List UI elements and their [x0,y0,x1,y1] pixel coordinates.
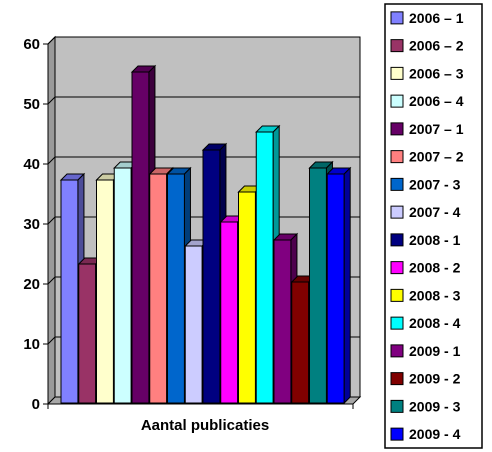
legend-label: 2009 - 1 [409,343,461,359]
legend-label: 2009 - 4 [409,426,461,442]
bar-front [184,245,203,404]
legend-label: 2008 - 3 [409,287,461,303]
gridline-side [47,156,56,165]
legend-swatch [390,205,404,219]
legend-label: 2009 - 2 [409,371,461,387]
bar-front [60,179,79,404]
legend-swatch [390,399,404,413]
legend-swatch [390,39,404,53]
gridline-side [47,216,56,225]
bar-16 [326,166,352,405]
bar-front [167,173,185,404]
legend-label: 2008 - 2 [409,260,461,276]
y-tick-label: 40 [23,156,40,173]
bar-front [149,173,168,404]
y-tick-label: 60 [23,36,40,53]
legend-swatch [390,11,404,25]
legend-label: 2009 - 3 [409,398,461,414]
legend-swatch [390,122,404,136]
legend-label: 2006 – 2 [409,38,464,54]
legend-label: 2006 – 1 [409,10,464,26]
legend-item: 2006 – 4 [390,93,464,109]
bar-front [309,167,327,404]
legend-swatch [390,372,404,386]
legend-item: 2008 - 3 [390,287,461,303]
bar-front [202,149,221,404]
bar-front [238,191,256,404]
legend-item: 2008 - 1 [390,232,461,248]
y-tick-label: 20 [23,276,40,293]
legend-item: 2006 – 2 [390,38,464,54]
legend-item: 2006 – 3 [390,65,464,81]
bar-front [255,131,274,404]
legend-item: 2007 – 2 [390,149,464,165]
gridline-side [47,96,56,105]
bar-front [291,281,310,404]
legend-swatch [390,233,404,247]
gridline-side [47,36,56,45]
legend-label: 2007 - 4 [409,204,461,220]
legend-swatch [390,427,404,441]
x-axis-label: Aantal publicaties [141,417,269,434]
legend-label: 2008 - 1 [409,232,461,248]
bar-side [343,166,351,405]
legend-label: 2006 – 4 [409,93,464,109]
legend-swatch [390,66,404,80]
legend-item: 2009 - 4 [390,426,461,442]
legend-label: 2008 - 4 [409,315,461,331]
y-tick-label: 30 [23,216,40,233]
bar-front [78,263,97,404]
legend-swatch [390,288,404,302]
legend-item: 2007 - 4 [390,204,461,220]
gridline-side [47,276,56,285]
gridline-side [47,336,56,345]
legend-swatch [390,261,404,275]
y-tick-label: 50 [23,96,40,113]
legend-item: 2009 - 3 [390,398,461,414]
legend-item: 2007 – 1 [390,121,464,137]
bar-front [326,173,345,404]
legend-label: 2007 - 3 [409,176,461,192]
legend-item: 2008 - 2 [390,260,461,276]
bar-front [220,221,239,404]
legend-label: 2007 – 2 [409,149,464,165]
legend-item: 2007 - 3 [390,176,461,192]
legend-item: 2008 - 4 [390,315,461,331]
bar-front [96,179,114,404]
legend-item: 2006 – 1 [390,10,464,26]
legend: 2006 – 1 2006 – 2 2006 – 3 2006 – 4 2007 – 1… [384,3,483,449]
bars-group [59,64,352,405]
legend-label: 2006 – 3 [409,65,464,81]
legend-label: 2007 – 1 [409,121,464,137]
legend-swatch [390,316,404,330]
bar-front [113,167,132,404]
legend-item: 2009 - 1 [390,343,461,359]
legend-swatch [390,177,404,191]
bar-front [131,71,150,404]
y-tick-label: 10 [23,336,40,353]
bar-front [273,239,292,404]
legend-swatch [390,94,404,108]
legend-swatch [390,344,404,358]
legend-item: 2009 - 2 [390,371,461,387]
axes-group: 0 10 20 30 40 50 60 [23,36,354,413]
y-tick-label: 0 [32,396,40,413]
legend-swatch [390,150,404,164]
